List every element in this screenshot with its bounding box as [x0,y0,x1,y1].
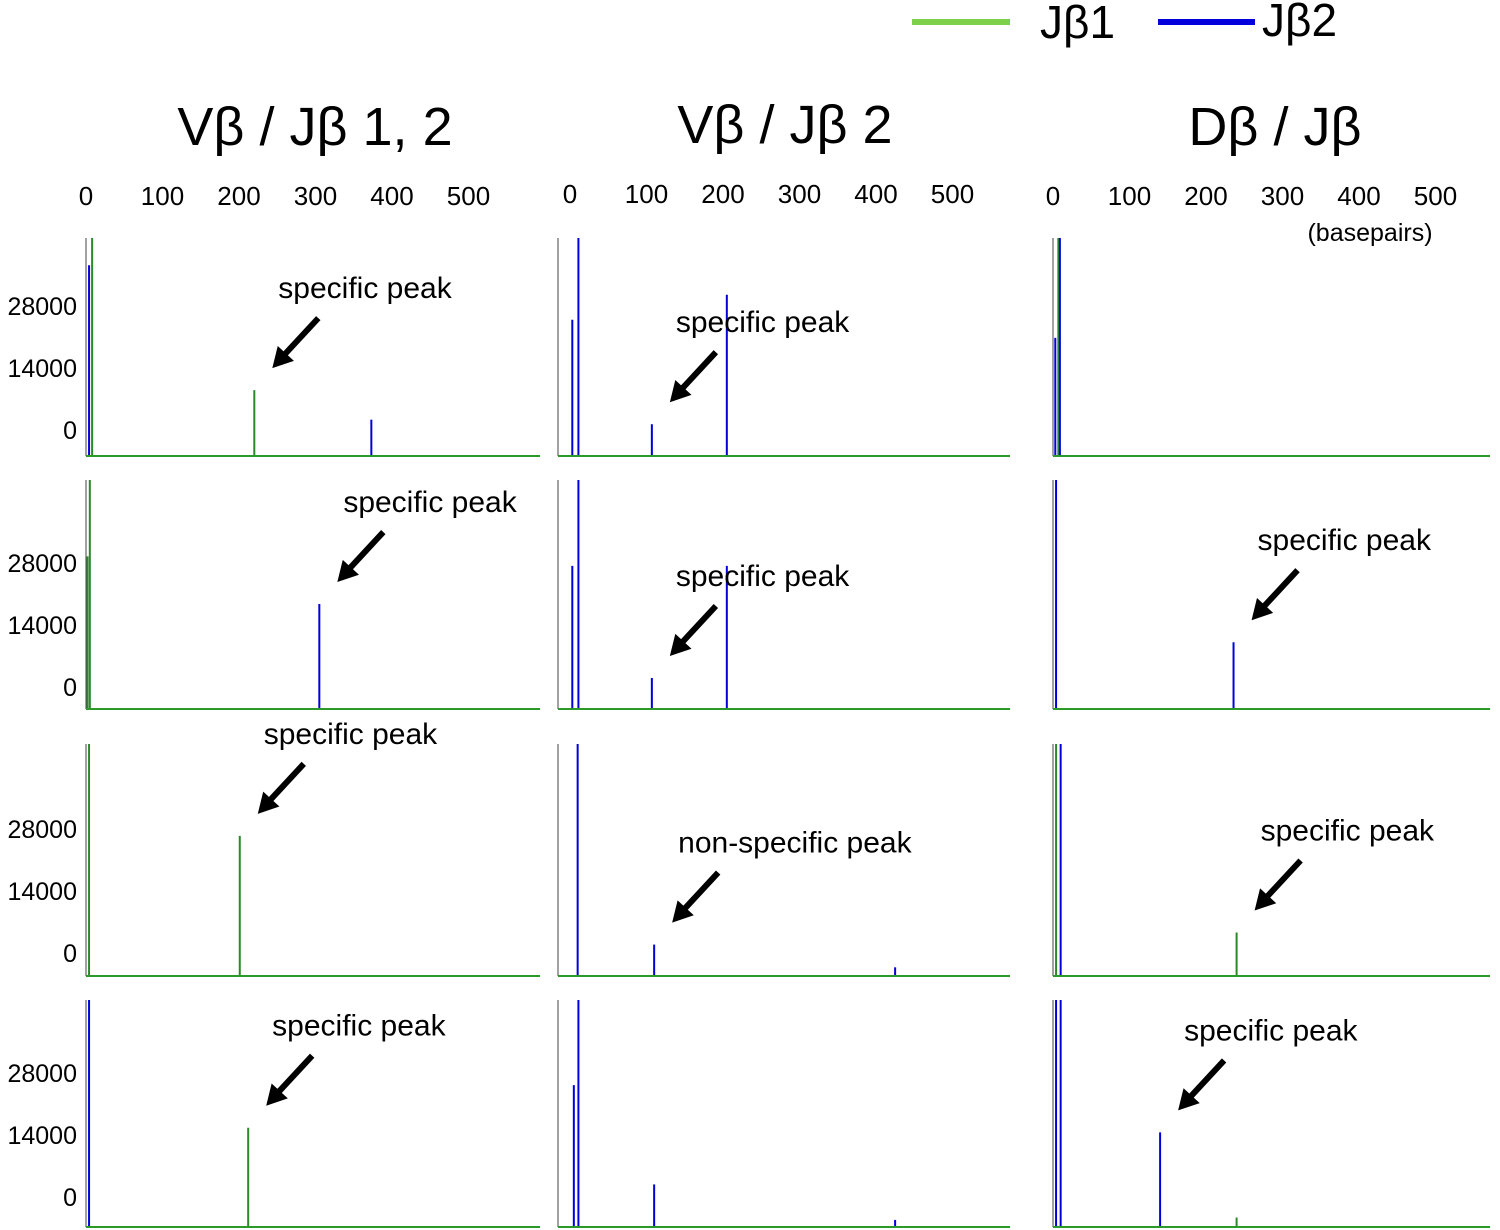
peak-annotation: specific peak [272,1010,446,1043]
panel-c3-r1 [1052,238,1490,457]
panel-c3-r3: specific peak [1052,744,1490,977]
y-tick-0: 0 [63,1184,77,1212]
panel-c2-r1: specific peak [557,238,1010,457]
peak-annotation: specific peak [676,306,850,339]
panel-c1-r2: 0 14000 28000 specific peak [7,480,540,710]
x-tick-200: 200 [217,181,260,211]
y-tick-0: 0 [63,940,77,968]
x-tick-0: 0 [79,181,93,211]
panel-c2-r2: specific peak [557,480,1010,710]
peak-annotation: specific peak [1258,524,1432,557]
annotation-arrow [1260,858,1303,904]
peak-annotation: specific peak [1184,1014,1358,1047]
chromatogram-panels: 0 14000 28000 specific peak 0 14000 28000 speci… [7,238,1490,1228]
annotation-arrowhead [266,1083,288,1106]
panel-c1-r3: 0 14000 28000 specific peak [7,718,540,977]
annotation-arrow [343,530,386,576]
x-tick-200: 200 [1184,181,1227,211]
x-tick-100: 100 [1108,181,1151,211]
x-tick-300: 300 [778,179,821,209]
legend-jb1-label: Jβ1 [1040,0,1115,48]
x-tick-400: 400 [1337,181,1380,211]
x-tick-500: 500 [447,181,490,211]
annotation-arrowhead [1251,598,1274,621]
x-axis-unit-label: (basepairs) [1307,219,1432,247]
annotation-arrow [675,603,719,650]
x-tick-labels: 0 100 200 300 400 500 0 100 200 300 400 500 0 100 200 3… [79,179,1457,211]
panel-c3-r2: specific peak [1052,480,1490,710]
peak-annotation: specific peak [343,486,517,519]
y-tick-14000: 14000 [7,878,77,906]
column-title-db-jb: Dβ / Jβ [1188,97,1361,157]
x-tick-200: 200 [701,179,744,209]
panel-c3-r4: specific peak [1052,1000,1490,1228]
annotation-arrowhead [669,380,692,403]
y-tick-14000: 14000 [7,1122,77,1150]
x-tick-300: 300 [294,181,337,211]
panel-c1-r4: 0 14000 28000 specific peak [7,1000,540,1228]
legend-jb2-label: Jβ2 [1262,0,1337,46]
x-tick-400: 400 [370,181,413,211]
y-tick-0: 0 [63,674,77,702]
annotation-arrow [1183,1058,1227,1104]
annotation-arrowhead [672,900,694,923]
peak-annotation: specific peak [1261,815,1435,848]
annotation-arrow [677,870,721,916]
panel-c2-r3: non-specific peak [557,744,1010,977]
annotation-arrowhead [1254,888,1277,911]
panel-c1-r1: 0 14000 28000 specific peak [7,238,540,457]
annotation-arrowhead [337,559,359,583]
y-tick-14000: 14000 [7,612,77,640]
y-tick-28000: 28000 [7,293,77,321]
peak-annotation: specific peak [676,560,850,593]
x-tick-100: 100 [625,179,668,209]
y-tick-0: 0 [63,417,77,445]
x-tick-400: 400 [854,179,897,209]
annotation-arrow [278,316,321,362]
x-tick-0: 0 [1046,181,1060,211]
x-tick-500: 500 [931,179,974,209]
annotation-arrowhead [272,345,294,369]
annotation-arrow [675,350,719,396]
x-tick-300: 300 [1261,181,1304,211]
y-tick-14000: 14000 [7,355,77,383]
peak-annotation: non-specific peak [678,827,912,860]
x-tick-0: 0 [563,179,577,209]
peak-annotation: specific peak [264,718,438,751]
x-tick-500: 500 [1414,181,1457,211]
y-tick-28000: 28000 [7,550,77,578]
peak-annotation: specific peak [278,272,452,305]
column-title-vb-jb2: Vβ / Jβ 2 [677,95,892,155]
y-tick-28000: 28000 [7,816,77,844]
annotation-arrow [1257,568,1300,614]
legend: Jβ1 Jβ2 [912,0,1337,48]
column-title-vb-jb12: Vβ / Jβ 1, 2 [177,97,452,157]
annotation-arrowhead [257,791,280,814]
annotation-arrowhead [669,633,692,656]
panel-c2-r4 [557,1000,1010,1228]
annotation-arrow [271,1053,315,1099]
x-tick-100: 100 [141,181,184,211]
annotation-arrowhead [1178,1088,1200,1111]
y-tick-28000: 28000 [7,1060,77,1088]
annotation-arrow [263,761,306,807]
